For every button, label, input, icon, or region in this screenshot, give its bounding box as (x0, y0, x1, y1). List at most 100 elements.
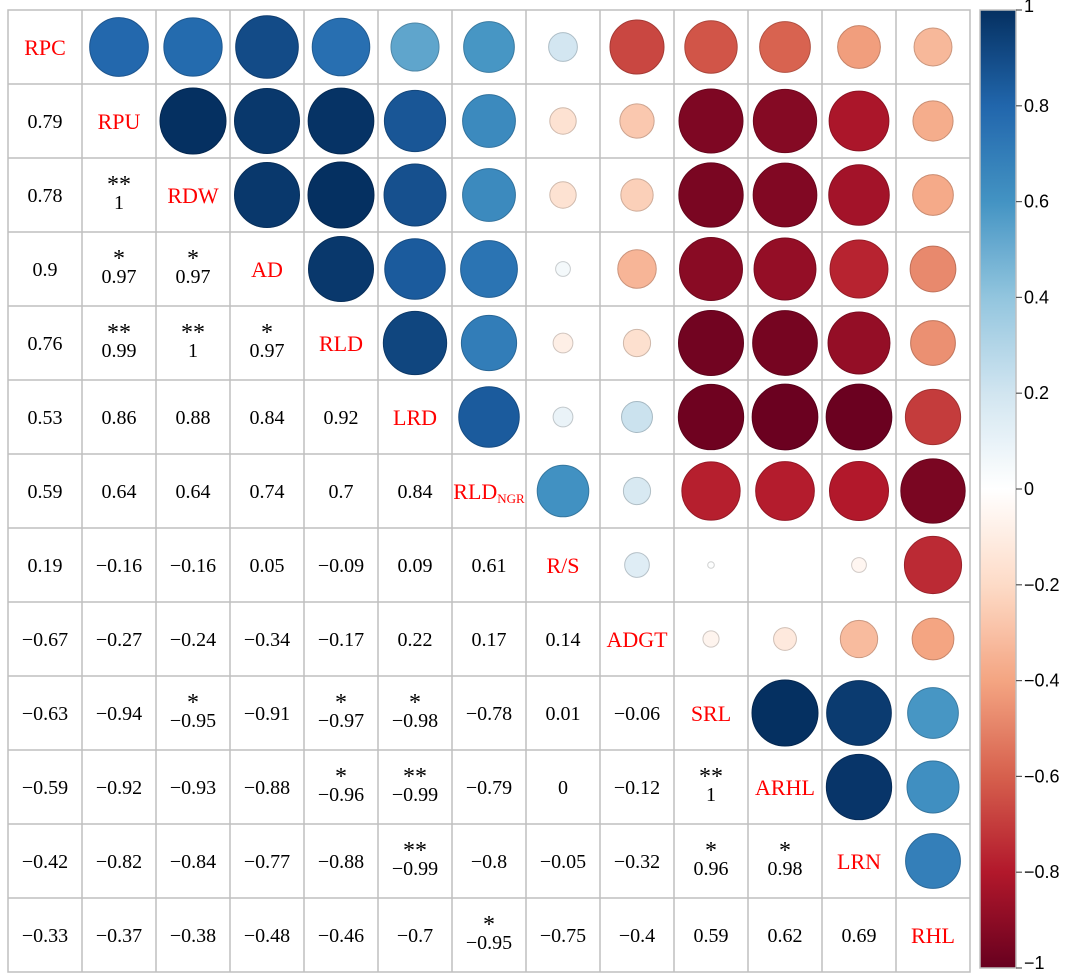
variable-label: LRD (393, 405, 437, 430)
correlation-value: −0.78 (466, 703, 512, 725)
correlation-value: −0.93 (170, 777, 216, 799)
correlation-circle (753, 237, 817, 301)
colorbar-tick-label: −1 (1024, 953, 1045, 973)
correlation-circle (684, 20, 738, 74)
correlation-circle (536, 464, 590, 518)
correlation-value: −0.37 (96, 925, 142, 947)
correlation-circle (460, 240, 518, 298)
correlation-circle (827, 311, 891, 375)
correlation-circle (751, 679, 819, 747)
correlation-value: 0.17 (472, 629, 507, 651)
correlation-circle (677, 309, 745, 377)
correlation-value: 0.74 (250, 481, 285, 503)
correlation-value: 0.64 (102, 481, 137, 503)
correlation-value: −0.96 (318, 784, 364, 806)
correlation-value: 0 (558, 777, 568, 799)
correlation-circle (609, 19, 665, 75)
correlation-circle (617, 249, 657, 289)
correlation-value: 0.92 (324, 407, 359, 429)
significance-stars: * (705, 838, 717, 864)
correlation-circle (384, 238, 446, 300)
correlation-value: −0.4 (619, 925, 655, 947)
correlation-circle (462, 94, 516, 148)
correlation-circle (752, 310, 818, 376)
colorbar-tick-label: −0.6 (1024, 766, 1060, 786)
correlation-circle (773, 627, 797, 651)
correlation-circle (910, 320, 956, 366)
correlation-circle (912, 100, 954, 142)
correlation-circle (552, 406, 574, 428)
correlation-value: −0.27 (96, 629, 142, 651)
correlation-value: −0.91 (244, 703, 290, 725)
correlation-circle (390, 22, 440, 72)
correlation-circle (624, 552, 650, 578)
correlation-circle (233, 87, 301, 155)
correlation-circle (549, 181, 577, 209)
correlation-circle (905, 833, 961, 889)
significance-stars: ** (403, 764, 427, 790)
correlation-circle (826, 680, 892, 746)
correlation-circle (458, 386, 520, 448)
correlation-value: 0.84 (250, 407, 285, 429)
correlation-circle (619, 103, 655, 139)
correlation-circle (751, 383, 819, 451)
correlation-value: −0.05 (540, 851, 586, 873)
correlation-value: −0.16 (96, 555, 142, 577)
significance-stars: * (409, 690, 421, 716)
correlation-value: 0.59 (694, 925, 729, 947)
correlation-circle (900, 458, 966, 524)
correlation-circle (839, 619, 879, 659)
correlation-value: 0.59 (28, 481, 63, 503)
correlation-value: 0.62 (768, 925, 803, 947)
correlation-value: 0.05 (250, 555, 285, 577)
correlation-value: 1 (114, 192, 124, 214)
correlation-circle (707, 561, 715, 569)
correlation-circle (311, 17, 371, 77)
correlation-circle (552, 332, 574, 354)
correlation-value: −0.12 (614, 777, 660, 799)
significance-stars: * (187, 690, 199, 716)
correlation-value: −0.17 (318, 629, 364, 651)
correlation-value: −0.16 (170, 555, 216, 577)
variable-label: RLDNGR (453, 479, 525, 506)
correlation-value: −0.84 (170, 851, 216, 873)
colorbar-tick-label: −0.8 (1024, 862, 1060, 882)
correlation-value: 1 (706, 784, 716, 806)
correlation-value: −0.42 (22, 851, 68, 873)
correlation-circle (828, 90, 890, 152)
colorbar-tick-label: −0.4 (1024, 671, 1060, 691)
correlation-circle (307, 235, 375, 303)
correlation-circle (913, 27, 953, 67)
significance-stars: * (113, 246, 125, 272)
correlation-value: 0.76 (28, 333, 63, 355)
correlation-value: 0.98 (768, 858, 803, 880)
correlation-value: 0.53 (28, 407, 63, 429)
correlation-circle (677, 383, 745, 451)
correlation-circle (829, 239, 889, 299)
correlation-value: −0.77 (244, 851, 290, 873)
correlation-value: −0.95 (466, 932, 512, 954)
significance-stars: * (335, 764, 347, 790)
correlation-value: −0.94 (96, 703, 142, 725)
variable-label: RLD (319, 331, 363, 356)
correlation-circle (307, 87, 375, 155)
correlation-circle (825, 383, 893, 451)
correlation-value: −0.92 (96, 777, 142, 799)
correlation-circle (235, 15, 299, 79)
significance-stars: * (261, 320, 273, 346)
correlation-value: 0.79 (28, 111, 63, 133)
correlation-value: 0.9 (33, 259, 58, 281)
correlation-circle (462, 168, 516, 222)
correlation-circle (463, 21, 515, 73)
correlation-circle (549, 107, 577, 135)
variable-label: RHL (911, 923, 955, 948)
correlation-circle (755, 461, 815, 521)
correlation-value: 0.19 (28, 555, 63, 577)
correlation-circle (911, 617, 955, 661)
correlation-value: 0.97 (250, 340, 285, 362)
correlation-value: 0.69 (842, 925, 877, 947)
correlation-value: 0.97 (176, 266, 211, 288)
significance-stars: ** (107, 172, 131, 198)
